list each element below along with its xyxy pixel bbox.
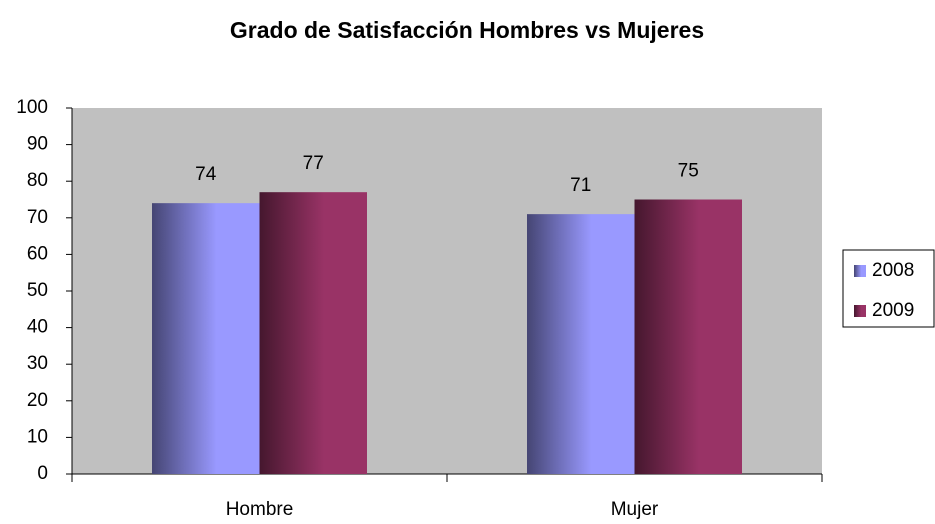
- y-tick-label: 60: [27, 243, 48, 264]
- legend-swatch: [854, 305, 866, 317]
- data-label: 74: [195, 164, 217, 185]
- y-tick-label: 50: [27, 280, 48, 301]
- y-tick-label: 30: [27, 353, 48, 374]
- bar: [152, 203, 260, 474]
- bar: [527, 214, 635, 474]
- y-tick-label: 80: [27, 170, 48, 191]
- x-tick-label: Mujer: [611, 499, 659, 520]
- x-tick-label: Hombre: [226, 499, 294, 520]
- legend-label: 2009: [872, 300, 914, 321]
- data-label: 71: [570, 175, 591, 196]
- y-tick-label: 40: [27, 317, 48, 338]
- y-tick-label: 70: [27, 207, 48, 228]
- bar: [259, 192, 367, 474]
- data-label: 75: [678, 161, 699, 182]
- legend-label: 2008: [872, 260, 914, 281]
- y-tick-label: 0: [37, 463, 48, 484]
- y-tick-label: 100: [16, 97, 48, 118]
- chart-title: Grado de Satisfacción Hombres vs Mujeres: [230, 17, 704, 43]
- y-tick-label: 20: [27, 390, 48, 411]
- data-label: 77: [303, 153, 324, 174]
- y-tick-label: 90: [27, 134, 48, 155]
- bar: [634, 199, 742, 474]
- legend-swatch: [854, 265, 866, 277]
- y-tick-label: 10: [27, 426, 48, 447]
